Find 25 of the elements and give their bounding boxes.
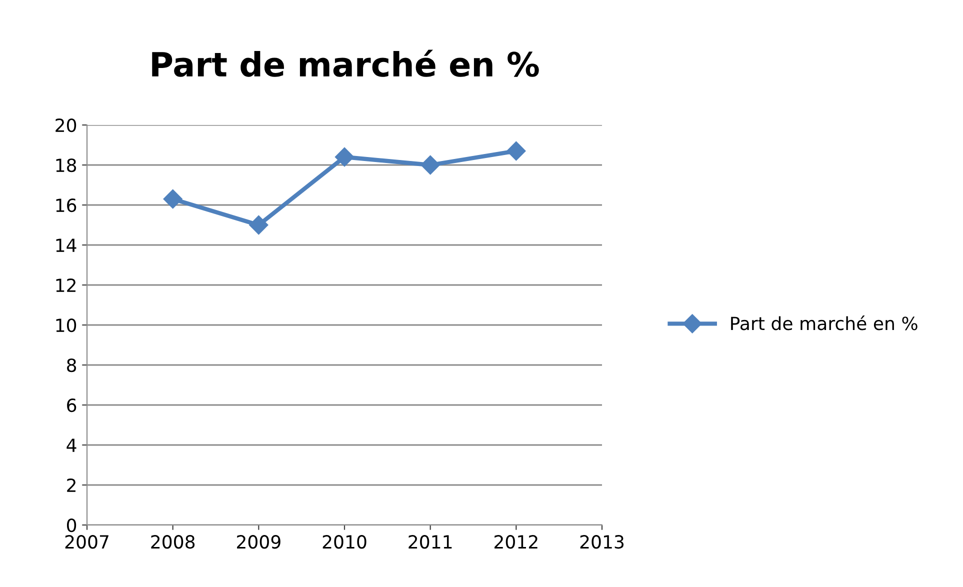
point xyxy=(420,155,440,175)
x-tick-label: 2011 xyxy=(408,535,452,549)
point xyxy=(249,215,268,235)
y-tick-label: 20 xyxy=(56,118,76,132)
y-tick-label: 6 xyxy=(67,398,76,412)
x-tick-label: 2007 xyxy=(65,535,108,549)
y-tick-label: 10 xyxy=(56,318,76,332)
y-tick-label: 18 xyxy=(56,158,76,172)
x-tick-label: 2012 xyxy=(494,535,538,549)
y-tick-label: 4 xyxy=(66,438,76,452)
x-tick-label: 2013 xyxy=(580,535,624,549)
x-tick-label: 2010 xyxy=(322,535,366,549)
y-tick-label: 12 xyxy=(56,278,76,292)
chart-title: Part de marché en % xyxy=(152,50,539,77)
legend-label: Part de marché en % xyxy=(731,316,918,330)
y-tick-label: 16 xyxy=(56,198,76,212)
point xyxy=(506,141,526,161)
point xyxy=(163,189,182,209)
x-tick-label: 2009 xyxy=(237,535,280,549)
x-tick-label: 2008 xyxy=(151,535,195,549)
y-tick-label: 8 xyxy=(67,358,76,372)
y-tick-label: 2 xyxy=(67,478,76,492)
y-tick-label: 14 xyxy=(56,238,76,252)
y-tick-label: 0 xyxy=(66,518,76,532)
point xyxy=(334,147,354,167)
